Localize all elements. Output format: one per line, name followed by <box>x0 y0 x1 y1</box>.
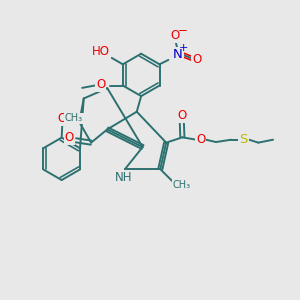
Text: +: + <box>178 44 188 53</box>
Text: O: O <box>192 53 202 66</box>
Text: CH₃: CH₃ <box>172 180 190 190</box>
Text: −: − <box>177 24 187 37</box>
Text: N: N <box>173 48 183 62</box>
Text: NH: NH <box>115 171 132 184</box>
Text: O: O <box>58 112 67 125</box>
Text: O: O <box>196 133 205 146</box>
Text: O: O <box>170 29 179 42</box>
Text: O: O <box>65 131 74 144</box>
Text: O: O <box>96 78 105 92</box>
Text: O: O <box>177 109 186 122</box>
Text: HO: HO <box>92 45 110 58</box>
Text: S: S <box>239 133 248 146</box>
Text: CH₃: CH₃ <box>65 113 83 124</box>
